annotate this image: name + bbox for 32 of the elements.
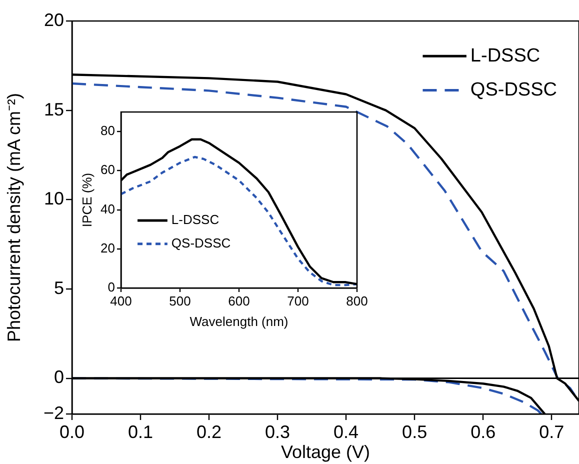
y-tick-label: 10	[44, 188, 64, 209]
y-tick-label: 40	[100, 201, 115, 216]
x-tick-label: 400	[110, 293, 132, 308]
y-tick-label: 15	[44, 99, 64, 120]
x-tick-label: 0.3	[265, 422, 290, 442]
x-tick-label: 0.7	[539, 422, 564, 442]
x-tick-label: 0.5	[402, 422, 428, 442]
y-tick-label: 20	[100, 240, 115, 256]
x-tick-label: 0.4	[334, 422, 359, 442]
x-tick-label: 800	[346, 293, 368, 308]
legend-label: L-DSSC	[171, 212, 220, 228]
x-tick-label: 600	[228, 293, 250, 308]
y-axis-title: IPCE (%)	[79, 172, 94, 228]
x-tick-label: 500	[169, 293, 191, 308]
legend-label: QS-DSSC	[470, 80, 558, 101]
y-tick-label: 60	[100, 162, 115, 178]
y-tick-label: 80	[100, 123, 115, 138]
x-axis-title: Voltage (V)	[280, 442, 370, 462]
y-tick-label: 0	[108, 280, 115, 295]
y-tick-label: 20	[44, 10, 64, 30]
x-axis-title: Wavelength (nm)	[190, 314, 288, 329]
y-tick-label: 0	[54, 367, 64, 388]
x-tick-label: 0.6	[470, 422, 496, 442]
y-tick-label: −2	[43, 402, 64, 423]
x-tick-label: 0.2	[196, 422, 222, 442]
legend-label: L-DSSC	[470, 45, 540, 66]
x-tick-label: 0.0	[59, 422, 85, 442]
y-tick-label: 5	[54, 278, 64, 298]
x-tick-label: 0.1	[128, 422, 154, 442]
y-axis-title: Photocurrent density (mA cm⁻²)	[4, 92, 24, 342]
x-tick-label: 700	[287, 293, 309, 308]
legend-label: QS-DSSC	[171, 235, 231, 250]
